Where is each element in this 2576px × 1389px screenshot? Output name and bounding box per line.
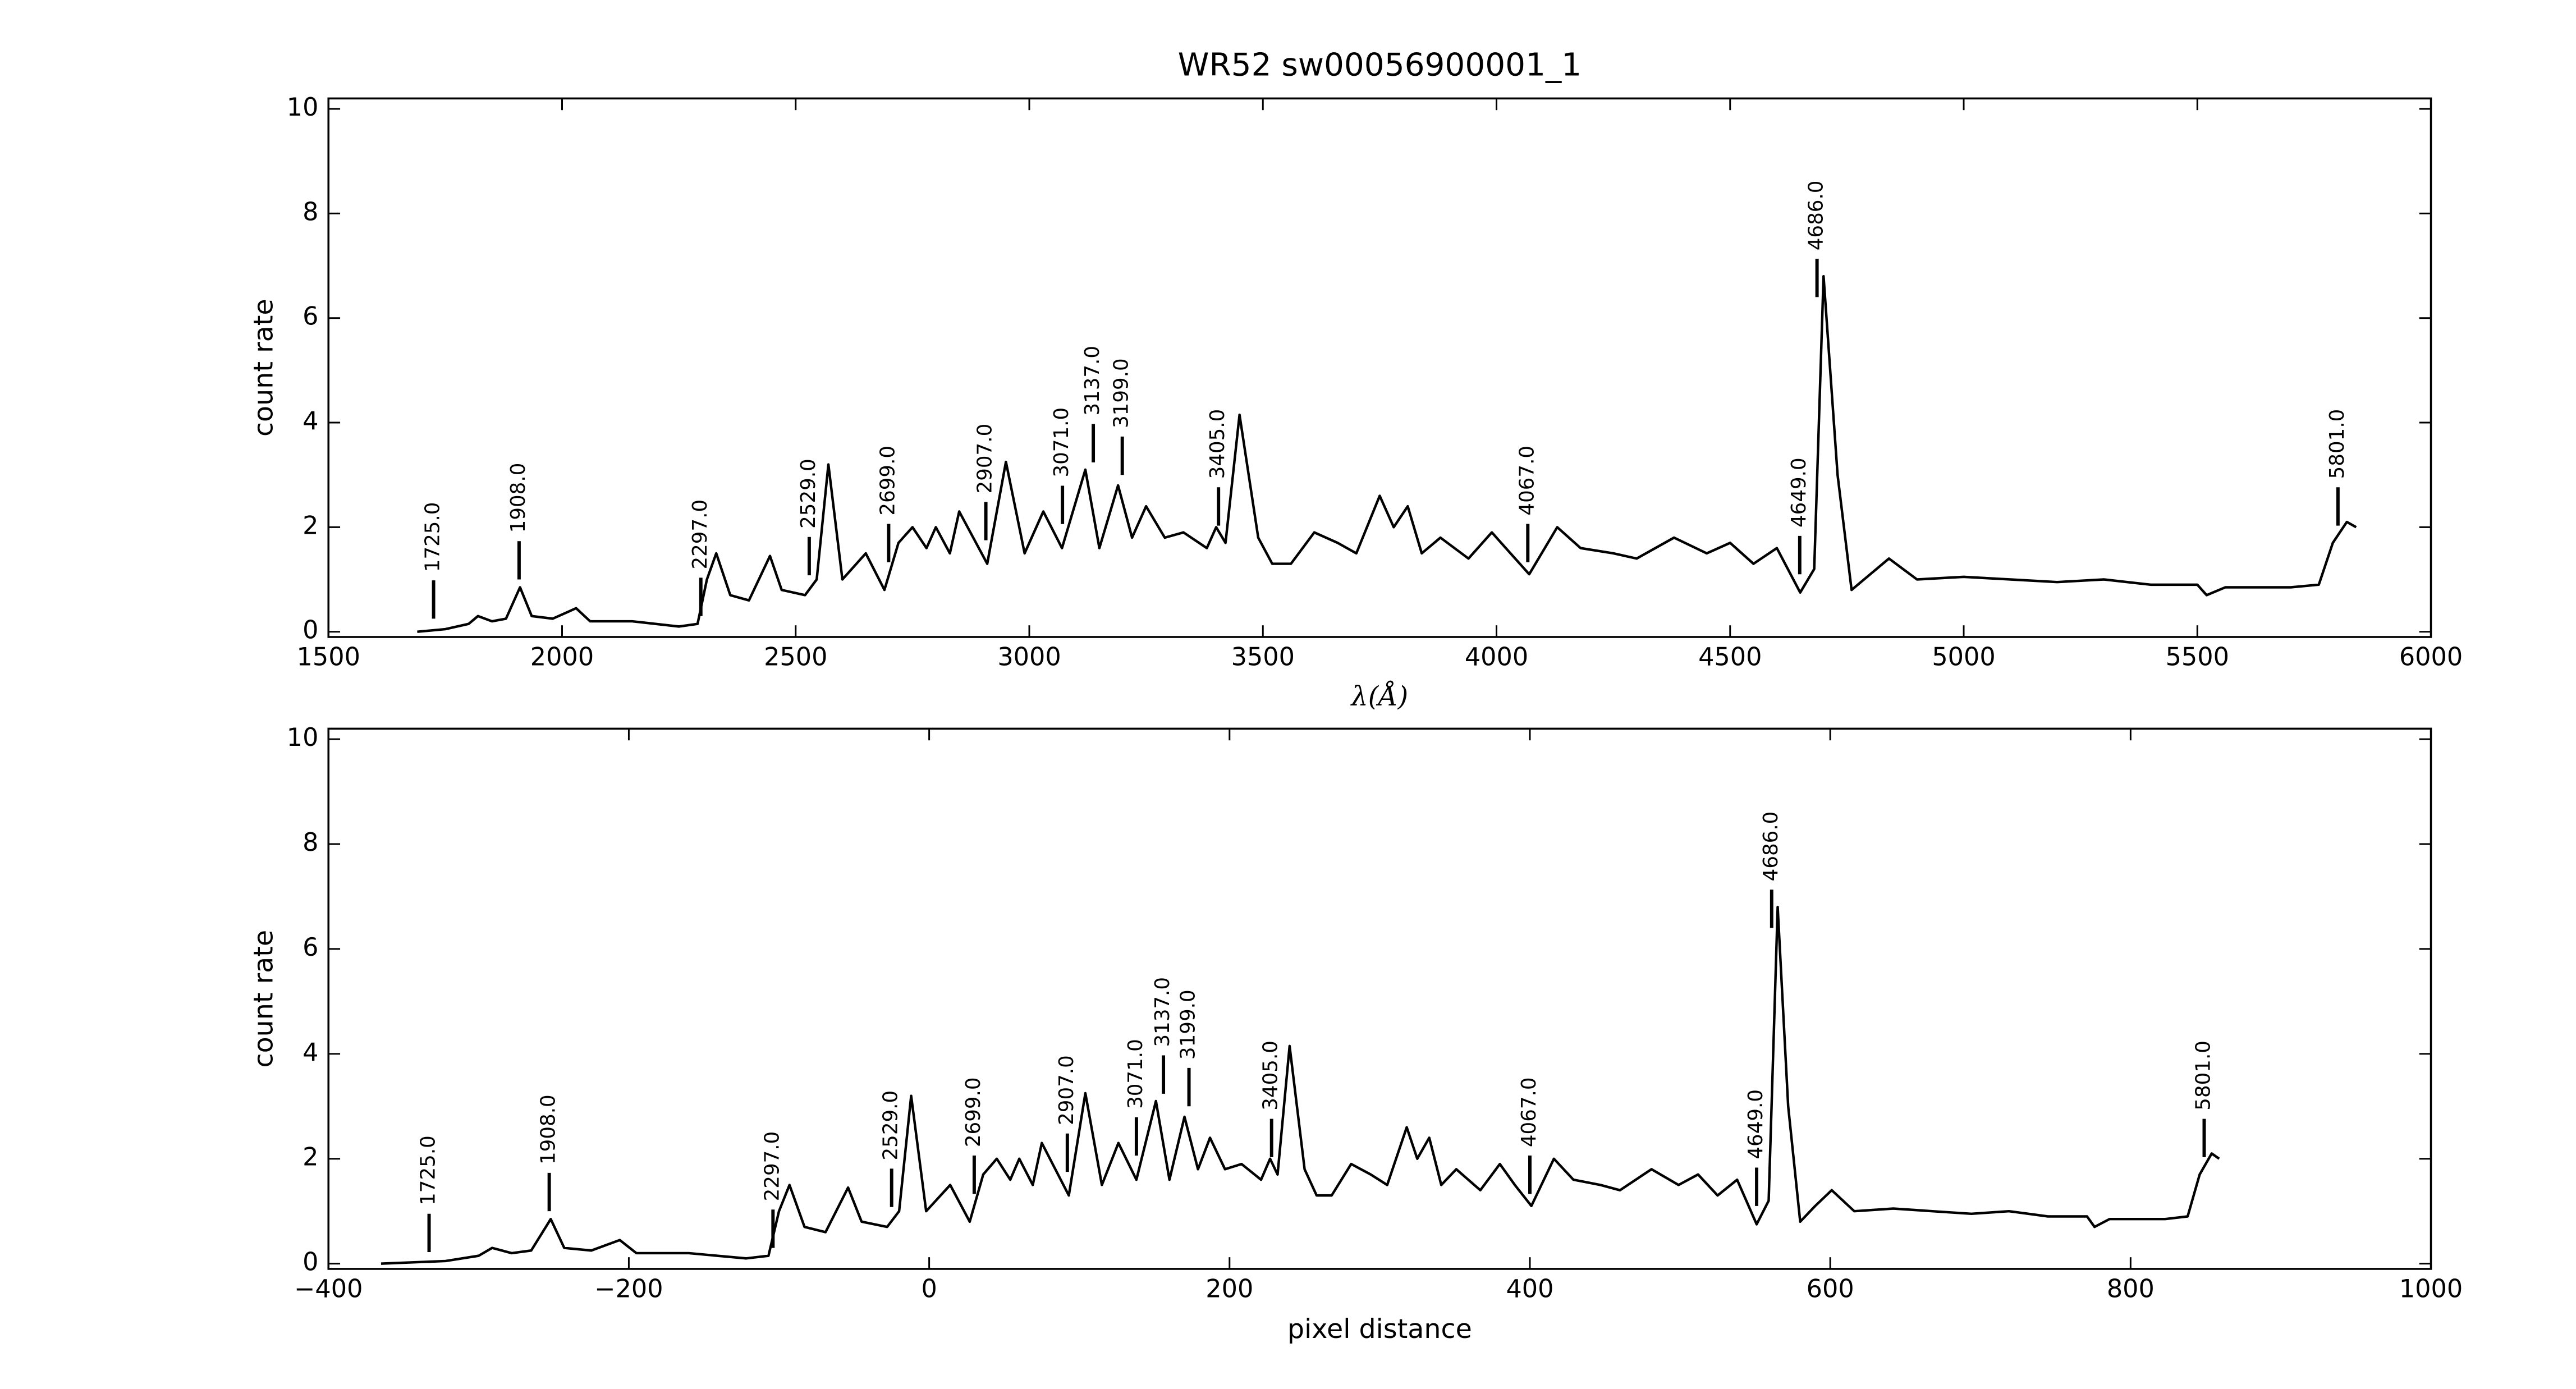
line-label: 2529.0 [879,1090,902,1161]
y-tick-label: 4 [302,406,318,436]
line-label: 4686.0 [1759,812,1782,882]
y-tick-label: 4 [302,1038,318,1067]
x-tick-label: 6000 [2399,643,2463,672]
line-label: 1725.0 [417,1135,440,1205]
line-label: 3137.0 [1081,346,1104,416]
line-label: 3199.0 [1177,989,1200,1060]
x-tick-label: 800 [2107,1275,2155,1304]
line-label: 4649.0 [1787,457,1810,528]
x-tick-label: 1500 [297,643,360,672]
x-tick-label: 2000 [530,643,594,672]
x-tick-label: 1000 [2399,1275,2463,1304]
y-tick-label: 2 [302,511,318,540]
line-label: 4649.0 [1744,1089,1767,1159]
line-label: 1725.0 [421,502,444,572]
x-tick-label: 4500 [1698,643,1762,672]
line-label: 5801.0 [2192,1040,2215,1111]
y-tick-label: 6 [302,302,318,331]
line-label: 4067.0 [1518,1077,1541,1147]
line-label: 4686.0 [1805,181,1828,251]
chart-title: WR52 sw00056900001_1 [1178,47,1582,84]
y-tick-label: 6 [302,933,318,962]
axes-frame [327,97,2432,638]
line-label: 2907.0 [974,424,997,494]
line-label: 3071.0 [1124,1039,1147,1109]
line-label: 2907.0 [1055,1055,1078,1125]
line-label: 3405.0 [1259,1040,1282,1111]
x-axis-label: pixel distance [1287,1314,1472,1345]
line-label: 3137.0 [1151,977,1174,1047]
line-label: 4067.0 [1515,446,1538,516]
x-tick-label: 2500 [764,643,827,672]
x-tick-label: −200 [594,1275,663,1304]
line-label: 2297.0 [689,499,712,570]
x-tick-label: 4000 [1465,643,1528,672]
y-tick-label: 8 [302,828,318,857]
y-tick-label: 0 [302,616,318,645]
y-tick-label: 8 [302,197,318,226]
line-label: 2529.0 [797,459,820,529]
line-label: 3071.0 [1050,407,1073,478]
x-tick-label: 600 [1807,1275,1854,1304]
line-label: 3199.0 [1110,358,1133,428]
x-tick-label: 5500 [2166,643,2229,672]
axes-frame [327,727,2432,1270]
spectrum-line [381,905,2220,1265]
x-tick-label: 5000 [1932,643,1995,672]
x-tick-label: −400 [294,1275,363,1304]
line-label: 2699.0 [876,446,899,516]
x-tick-label: 3000 [997,643,1061,672]
line-label: 3405.0 [1206,409,1229,479]
y-tick-label: 0 [302,1248,318,1277]
line-label: 1908.0 [507,463,530,533]
x-axis-label: λ(Å) [1350,681,1409,712]
line-label: 1908.0 [537,1094,560,1165]
line-label: 5801.0 [2326,409,2349,479]
x-tick-label: 200 [1206,1275,1253,1304]
x-tick-label: 3500 [1231,643,1295,672]
y-tick-label: 10 [287,93,319,122]
line-label: 2699.0 [962,1077,985,1147]
x-tick-label: 0 [921,1275,937,1304]
y-axis-label: count rate [248,930,279,1068]
x-tick-label: 400 [1506,1275,1553,1304]
y-tick-label: 2 [302,1143,318,1172]
line-label: 2297.0 [760,1131,783,1202]
spectrum-line [417,274,2357,633]
y-tick-label: 10 [287,723,319,752]
y-axis-label: count rate [248,299,279,437]
